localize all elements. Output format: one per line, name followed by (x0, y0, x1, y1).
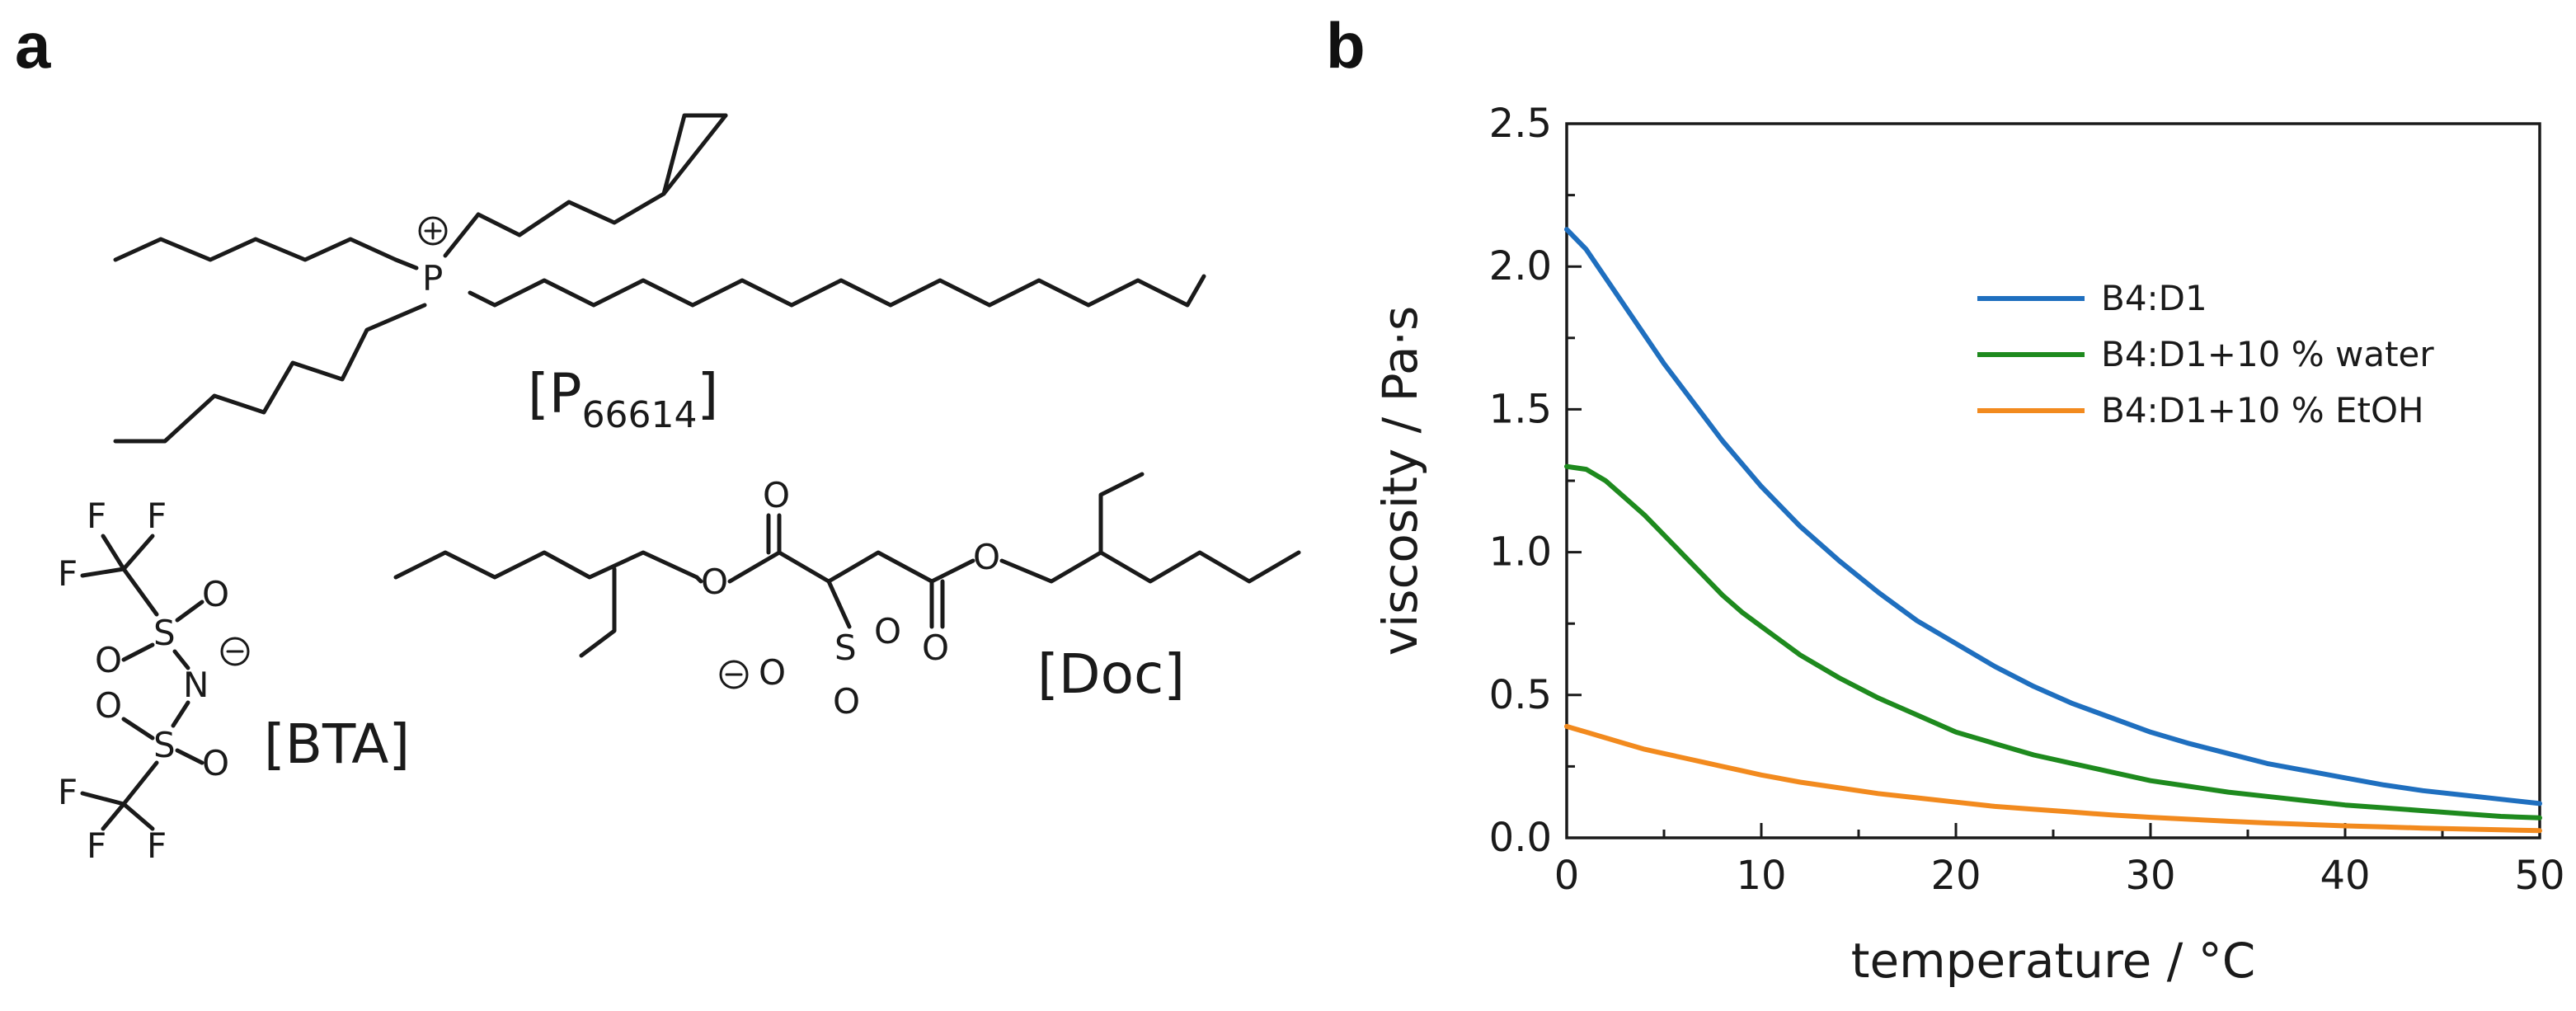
x-axis-title: temperature / °C (1851, 933, 2255, 989)
bta-s-o-bond3 (121, 717, 155, 741)
doc-left-o-link (694, 575, 703, 584)
bta-cf3-top-bond-f3 (80, 567, 126, 578)
bta-atom-s2: S (153, 725, 176, 765)
top-hexyl-chain-tail (661, 113, 728, 196)
series-line-3 (1564, 723, 2542, 834)
bta-c-s-top (121, 567, 159, 617)
y-tick-label-0.5: 0.5 (1489, 672, 1552, 718)
doc-atom-s: S (834, 628, 857, 668)
cation-label: [P66614] (528, 362, 718, 436)
bta-s-o-bond2 (121, 642, 155, 662)
doc-label: [Doc] (1037, 642, 1185, 706)
doc-atom-o-s2: O (833, 681, 860, 722)
x-tick-label-30: 30 (2125, 853, 2175, 899)
y-axis-ticks: 0.0 0.5 1.0 1.5 2.0 2.5 (1489, 101, 1582, 861)
bta-atom-f5: F (87, 825, 106, 866)
left-hexyl-chain (113, 237, 398, 262)
doc-backbone (727, 550, 934, 584)
bta-n-s-bond (171, 700, 190, 728)
x-tick-label-40: 40 (2320, 853, 2370, 899)
bta-atom-f4: F (58, 772, 78, 812)
doc-right-ethyl (1098, 472, 1145, 555)
doc-left-ethyl (579, 567, 617, 658)
bta-s-o-bond1 (175, 600, 204, 623)
y-tick-label-1.0: 1.0 (1489, 529, 1552, 576)
bta-atom-f3: F (58, 553, 78, 594)
bta-atom-f2: F (147, 496, 167, 536)
bta-cf3-top-bonds (101, 534, 155, 571)
phosphorus-atom: P (422, 258, 443, 299)
y-tick-label-2.5: 2.5 (1489, 101, 1552, 147)
series-line-1 (1564, 227, 2542, 806)
doc-atom-o-s3: O (759, 652, 786, 693)
cation-structure: P [P66614] (113, 113, 1206, 444)
series-lines (1564, 227, 2542, 834)
bta-negative-charge-icon (220, 637, 250, 666)
bta-cf3-bottom-bond1 (80, 791, 126, 806)
doc-atom-o-ester2: O (973, 537, 1000, 577)
bta-s-n-bond (172, 649, 190, 670)
doc-atom-o-carbonyl2: O (922, 628, 949, 668)
bta-atom-o2: O (95, 640, 122, 680)
series-line-2 (1564, 463, 2542, 821)
x-tick-label-50: 50 (2514, 853, 2564, 899)
bta-atom-f1: F (87, 496, 106, 536)
x-tick-label-20: 20 (1930, 853, 1981, 899)
bta-cf3-bottom-bonds (101, 802, 155, 831)
bta-structure: F F F S O O N S O O F F F [BTA] (58, 496, 410, 866)
bta-s-c-bottom (121, 760, 159, 806)
bta-label: [BTA] (264, 712, 410, 776)
doc-right-chain (999, 550, 1301, 584)
plot-frame (1565, 122, 2541, 839)
legend-label-1: B4:D1 (2101, 278, 2207, 318)
bottom-hexyl-chain (113, 303, 427, 444)
bond-p-left (393, 257, 419, 270)
x-axis-ticks: 0 10 20 30 40 50 (1554, 823, 2565, 899)
panel-letter-b: b (1326, 9, 1366, 82)
bta-atom-o1: O (202, 574, 229, 614)
bta-atom-s1: S (153, 613, 176, 653)
doc-negative-charge-icon (719, 660, 749, 689)
y-tick-label-2.0: 2.0 (1489, 243, 1552, 289)
doc-atom-o-s1: O (874, 611, 901, 651)
tetradecyl-chain (468, 274, 1206, 308)
top-hexyl-chain (443, 113, 728, 258)
doc-atom-o-ester1: O (701, 562, 728, 602)
bta-atom-f6: F (147, 825, 167, 866)
doc-structure: O O S O O O O O [Doc] (393, 472, 1301, 722)
y-tick-label-0.0: 0.0 (1489, 815, 1552, 861)
x-tick-label-0: 0 (1554, 853, 1580, 899)
bta-atom-o3: O (95, 685, 122, 726)
legend-label-3: B4:D1+10 % EtOH (2101, 390, 2424, 430)
viscosity-chart: 0 10 20 30 40 50 0.00.51.01.52.02.5 B4:D1B4:D… (1372, 101, 2565, 989)
x-tick-label-10: 10 (1736, 853, 1786, 899)
doc-left-chain (393, 550, 699, 580)
bta-atom-n: N (183, 665, 209, 705)
doc-atom-o-carbonyl1: O (763, 475, 790, 515)
bta-atom-o4: O (202, 743, 229, 783)
panel-letter-a: a (15, 9, 51, 82)
y-axis-title: viscosity / Pa·s (1372, 306, 1428, 656)
positive-charge-icon (418, 216, 448, 246)
doc-c-s-bond (826, 579, 852, 629)
legend: B4:D1 B4:D1+10 % water B4:D1+10 % EtOH (1977, 278, 2434, 430)
y-tick-label-1.5: 1.5 (1489, 386, 1552, 432)
legend-label-2: B4:D1+10 % water (2101, 334, 2434, 374)
bta-s-o-bond4 (175, 748, 204, 765)
doc-o-link2 (929, 558, 975, 584)
